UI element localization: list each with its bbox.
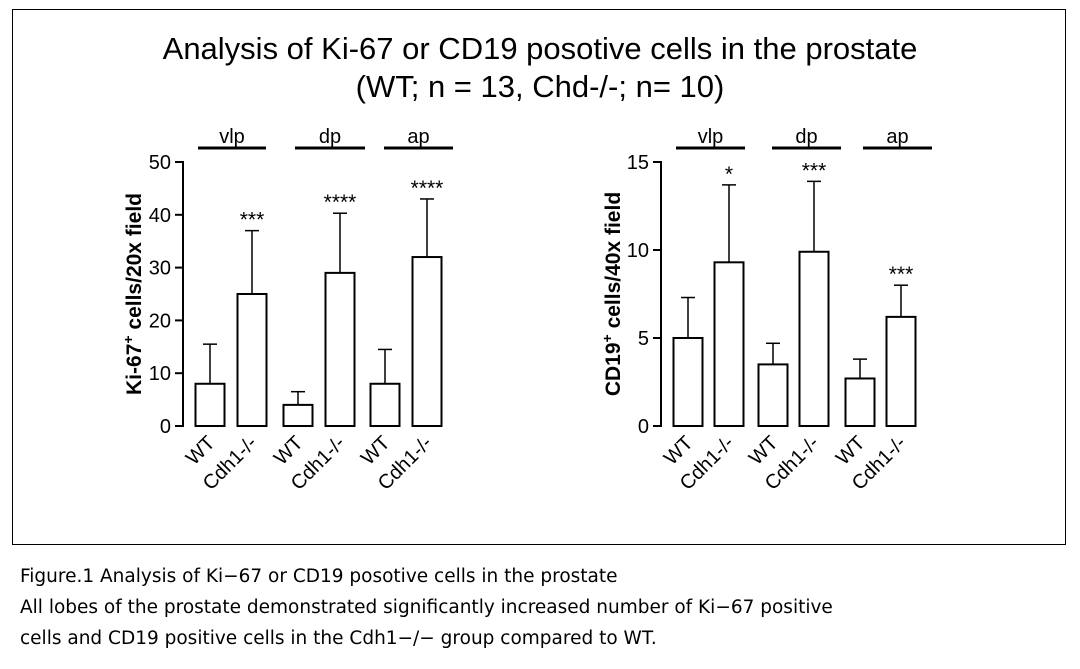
- chart1-significance-label: ****: [324, 191, 357, 214]
- chart1-y-tick-label: 20: [149, 310, 171, 332]
- caption-line3: cells and CD19 positive cells in the Cdh…: [20, 628, 657, 649]
- chart2-y-tick-label: 0: [638, 416, 649, 438]
- chart1-bar: [369, 382, 401, 428]
- chart2-y-tick-label: 15: [627, 152, 649, 174]
- figure-title-line2: (WT; n = 13, Chd-/-; n= 10): [355, 69, 725, 104]
- chart1-group-label: ap: [407, 126, 429, 148]
- chart2-group-label: vlp: [698, 126, 724, 148]
- chart2-bar: [885, 315, 917, 428]
- chart2-y-tick-label: 10: [627, 240, 649, 262]
- figure-title: Analysis of Ki-67 or CD19 posotive cells…: [13, 30, 1067, 106]
- chart1-bar: [282, 403, 314, 428]
- chart2-bar: [672, 337, 704, 427]
- chart2-significance-label: ***: [802, 159, 827, 182]
- chart2-y-tick-label: 5: [638, 328, 649, 350]
- chart1-y-axis-label: Ki-67+ cells/20x field: [120, 193, 146, 395]
- chart1-group-label: vlp: [219, 126, 245, 148]
- chart2-bar: [757, 363, 789, 427]
- caption-line2: All lobes of the prostate demonstrated s…: [20, 597, 833, 618]
- chart2-y-axis-label: CD19+ cells/40x field: [599, 192, 625, 396]
- chart1-y-tick-label: 40: [149, 205, 171, 227]
- chart2-significance-label: *: [725, 163, 733, 186]
- chart1-y-tick-label: 0: [160, 416, 171, 438]
- chart1-group-label: dp: [319, 126, 341, 148]
- chart1-significance-label: ****: [411, 177, 444, 200]
- chart2-bar: [713, 261, 745, 427]
- chart1-y-tick-label: 10: [149, 363, 171, 385]
- chart2-group-label: dp: [795, 126, 817, 148]
- chart2-bar: [798, 250, 830, 427]
- chart2-bar: [844, 377, 876, 428]
- figure-caption: Figure.1 Analysis of Ki−67 or CD19 posot…: [20, 561, 1070, 654]
- chart1-y-tick-label: 30: [149, 258, 171, 280]
- chart1-bar: [324, 271, 356, 427]
- figure-title-line1: Analysis of Ki-67 or CD19 posotive cells…: [162, 31, 918, 66]
- figure-box: Analysis of Ki-67 or CD19 posotive cells…: [12, 9, 1066, 545]
- chart1-bar: [236, 293, 268, 427]
- chart1-bar: [194, 382, 226, 428]
- chart2-group-label: ap: [886, 126, 908, 148]
- chart1-y-tick-label: 50: [149, 152, 171, 174]
- caption-line1: Figure.1 Analysis of Ki−67 or CD19 posot…: [20, 566, 618, 587]
- chart1-significance-label: ***: [240, 209, 265, 232]
- chart1-bar: [411, 256, 443, 427]
- chart2-significance-label: ***: [889, 263, 914, 286]
